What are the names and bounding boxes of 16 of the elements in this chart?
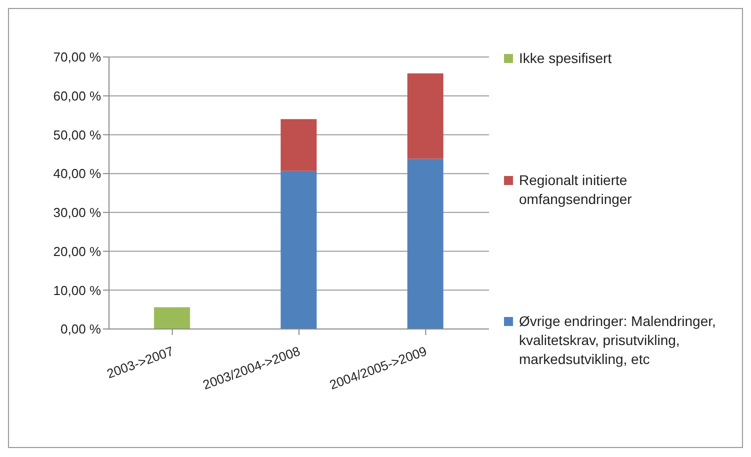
bar (280, 119, 317, 171)
y-tick-label: 0,00 % (60, 322, 102, 337)
y-tick-label: 50,00 % (53, 127, 102, 142)
y-tick-label: 70,00 % (53, 50, 102, 65)
bar (407, 73, 444, 159)
bar (280, 170, 317, 329)
y-tick-label: 60,00 % (53, 88, 102, 104)
y-tick-label: 10,00 % (53, 282, 102, 298)
bar (154, 307, 190, 329)
y-tick-label: 20,00 % (53, 244, 102, 259)
y-tick-label: 40,00 % (53, 166, 102, 182)
legend-label: Regionalt initierte omfangsendringer (519, 171, 633, 209)
y-tick-label: 30,00 % (53, 205, 102, 220)
bar (407, 158, 444, 329)
legend-label: Øvrige endringer: Malendringer, kvalitetskrav, prisutvikling, markedsutvikling, etc (519, 312, 717, 369)
legend-label: Ikke spesifisert (519, 49, 612, 68)
